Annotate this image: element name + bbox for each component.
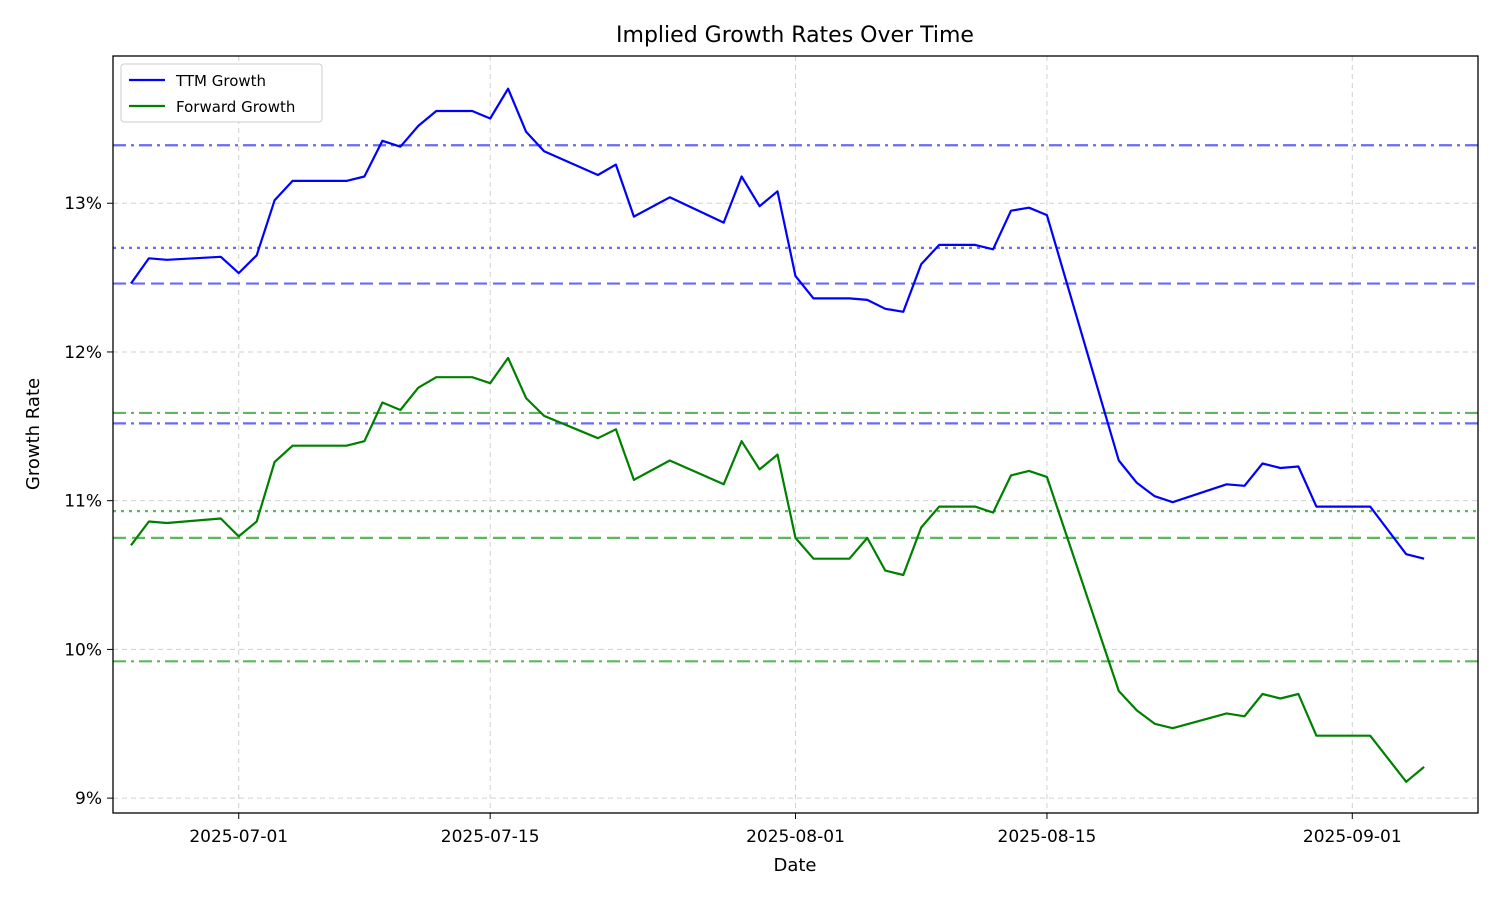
y-tick-label: 10% xyxy=(64,640,102,660)
legend-label-ttm-growth: TTM Growth xyxy=(175,72,266,90)
y-tick-label: 13% xyxy=(64,194,102,214)
y-tick-label: 11% xyxy=(64,492,102,512)
reference-lines xyxy=(113,144,1478,663)
y-tick-label: 9% xyxy=(75,789,102,809)
x-tick-label: 2025-09-01 xyxy=(1303,827,1402,847)
series-lines xyxy=(130,87,1425,783)
x-axis-ticks: 2025-07-01 2025-07-15 2025-08-01 2025-08-15… xyxy=(189,813,1402,847)
x-tick-label: 2025-08-01 xyxy=(746,827,845,847)
x-tick-label: 2025-08-15 xyxy=(998,827,1097,847)
grid-lines xyxy=(113,56,1478,813)
legend: TTM Growth Forward Growth xyxy=(120,63,323,123)
y-axis-ticks: 9% 10% 11% 12% 13% xyxy=(64,194,113,809)
series-line-forward-growth xyxy=(130,356,1425,783)
legend-label-forward-growth: Forward Growth xyxy=(176,98,295,116)
chart-title: Implied Growth Rates Over Time xyxy=(616,23,974,48)
x-axis-label: Date xyxy=(773,855,816,876)
series-line-ttm-growth xyxy=(130,87,1425,560)
y-axis-label: Growth Rate xyxy=(23,378,44,490)
legend-box xyxy=(120,63,323,123)
x-tick-label: 2025-07-01 xyxy=(189,827,288,847)
x-tick-label: 2025-07-15 xyxy=(441,827,540,847)
y-tick-label: 12% xyxy=(64,343,102,363)
